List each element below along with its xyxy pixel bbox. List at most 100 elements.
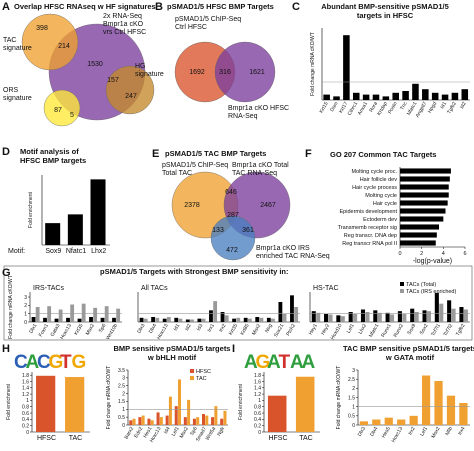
region-count: 247: [125, 93, 137, 100]
x-tick-label: Hes1: [142, 426, 153, 439]
bar: [205, 415, 209, 425]
bar: [343, 35, 350, 101]
logo-letter: A: [244, 352, 258, 373]
bar: [165, 415, 169, 425]
y-tick-label: Reg transcr RNA pol II: [342, 241, 397, 247]
bar: [67, 214, 83, 245]
bar: [138, 417, 142, 425]
x-tick-label: HFSC: [268, 435, 287, 442]
set-label: RNA-Seq: [228, 113, 258, 120]
bar: [90, 179, 106, 245]
bar: [400, 208, 446, 214]
bar: [451, 92, 459, 100]
bar: [267, 395, 287, 432]
panel-letter: A: [2, 1, 10, 13]
bar: [247, 318, 252, 322]
y-tick-label: 1.6: [254, 379, 261, 385]
x-tick-label: Lhx2: [91, 248, 106, 255]
x-tick-label: Krt85: [239, 323, 250, 337]
region-count: 316: [219, 69, 231, 76]
x-tick-label: Dlx3: [136, 323, 146, 335]
y-tick-label: 0.2: [254, 423, 261, 429]
logo-letter: G: [256, 352, 271, 373]
bar: [400, 168, 451, 174]
x-tick-label: Krt35: [228, 323, 239, 337]
y-tick-label: 1: [352, 404, 355, 410]
bar: [155, 317, 160, 322]
logo-letter: T: [60, 352, 72, 373]
bar: [224, 315, 229, 322]
set-circle: [210, 215, 256, 261]
x-tick-label: Id1: [173, 323, 182, 332]
panel-title: w bHLH motif: [147, 353, 197, 362]
x-tick-label: TAC: [299, 435, 312, 442]
y-tick-label: 3: [352, 368, 355, 374]
x-tick-label: Hey1: [308, 323, 319, 336]
region-count: 87: [54, 107, 62, 114]
bar: [422, 310, 427, 322]
x-tick-label: Sox2: [419, 323, 430, 336]
group-title: All TACs: [141, 285, 168, 292]
panel-letter: I: [232, 343, 235, 355]
x-tick-label: Sox9: [406, 323, 417, 336]
bar: [400, 176, 450, 182]
x-tick-label: TAC: [69, 435, 82, 442]
bar: [159, 417, 163, 425]
x-tick-label: Lhx2: [357, 323, 368, 336]
bar: [340, 316, 345, 322]
y-tick-label: 2.5: [118, 384, 125, 390]
set-label: Bmpr1a cKO HFSC: [228, 105, 289, 112]
bar: [459, 307, 464, 322]
bar: [141, 415, 145, 425]
y-axis-label: Fold enrichment: [28, 191, 34, 227]
y-tick-label: 0: [122, 423, 125, 429]
panel-title: Overlap HFSC RNAseq w HF signatures: [14, 2, 156, 11]
bar: [282, 313, 287, 322]
bar: [196, 417, 200, 425]
bar: [236, 317, 241, 322]
x-tick-label: Dlx4: [369, 426, 379, 438]
bar: [311, 311, 316, 322]
y-tick-label: Hair follicle dev: [360, 177, 398, 183]
y-tick-label: 1: [258, 398, 261, 404]
logo-letter: C: [37, 352, 51, 373]
x-axis-label: Motif:: [8, 248, 25, 255]
y-tick-label: 1.2: [22, 392, 29, 398]
x-tick-label: Sox9: [45, 248, 61, 255]
y-axis-label: Fold change mRNA cKO/WT: [106, 366, 112, 430]
y-tick-label: 0.2: [22, 423, 29, 429]
group-title: HS-TAC: [313, 285, 339, 292]
bar: [385, 312, 390, 322]
x-tick-label: Hes5: [381, 426, 392, 439]
bar: [190, 319, 194, 322]
bar: [211, 417, 215, 425]
y-tick-label: 1.5: [118, 399, 125, 405]
x-tick-label: Id4: [163, 426, 172, 435]
bar: [362, 94, 370, 100]
x-tick-label: Krt15: [318, 101, 329, 115]
set-circle: [105, 65, 155, 115]
set-label: 2x RNA-Seq: [103, 13, 142, 20]
x-tick-label: Nog: [264, 323, 274, 334]
panel-title: targets in HFSC: [357, 11, 414, 20]
x-tick-label: Tgfb2: [446, 101, 458, 115]
set-label: Bmpr1a cKO IRS: [256, 245, 310, 252]
bar: [36, 375, 56, 432]
y-tick-label: 0.4: [254, 417, 261, 423]
panel-title: HFSC BMP targets: [20, 156, 86, 165]
x-tick-label: Id2: [184, 323, 193, 332]
bar: [162, 318, 167, 322]
bar: [209, 310, 213, 322]
bar: [278, 302, 283, 322]
bar: [201, 318, 206, 322]
panel-title: BMP sensitive pSMAD1/5 targets: [114, 344, 231, 353]
region-count: 398: [36, 25, 48, 32]
legend-label: HFSC: [196, 369, 211, 375]
x-tick-label: Ptch2: [285, 323, 297, 337]
bar: [197, 318, 202, 322]
bar: [70, 304, 75, 322]
set-label: ORS: [3, 87, 19, 94]
bar: [266, 317, 271, 322]
bar: [446, 395, 456, 425]
bar: [156, 412, 160, 425]
